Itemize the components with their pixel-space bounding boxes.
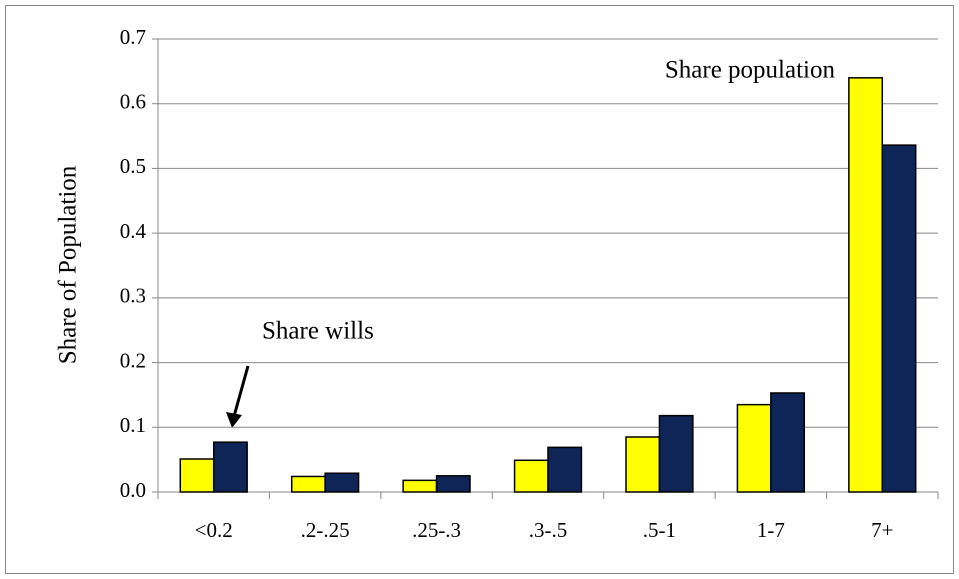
bar [848, 77, 884, 493]
y-tick-label: 0.6 [120, 90, 146, 114]
chart-border [5, 5, 954, 574]
y-tick-label: 0.3 [120, 284, 146, 308]
bar [212, 441, 248, 493]
y-axis-label: Share of Population [55, 165, 82, 364]
y-tick-label: 0.5 [120, 154, 146, 178]
bar [881, 144, 917, 493]
annotation: Share population [665, 57, 836, 84]
y-tick-label: 0.2 [120, 348, 146, 372]
bar [547, 446, 583, 493]
bar [435, 475, 471, 493]
y-tick-label: 0.7 [120, 25, 146, 49]
annotation: Share wills [262, 318, 374, 345]
annotation-arrowhead [226, 412, 242, 428]
annotation-arrow [231, 365, 250, 421]
y-tick-label: 0.4 [120, 219, 147, 243]
bar [402, 479, 438, 493]
x-tick-label: <0.2 [195, 518, 233, 542]
bar [324, 472, 360, 493]
x-tick-label: .5-1 [643, 518, 676, 542]
x-tick-label: .3-.5 [529, 518, 568, 542]
x-tick-label: .25-.3 [412, 518, 461, 542]
bar [770, 392, 806, 493]
bar [736, 403, 772, 493]
y-tick-label: 0.1 [120, 413, 146, 437]
x-tick-label: 7+ [871, 518, 893, 542]
bar [513, 459, 549, 493]
y-tick-label: 0.0 [120, 478, 146, 502]
bar [625, 436, 661, 493]
x-tick-label: 1-7 [757, 518, 785, 542]
bar [290, 475, 326, 493]
x-tick-label: .2-.25 [301, 518, 350, 542]
bar [179, 458, 215, 493]
bar [658, 414, 694, 493]
